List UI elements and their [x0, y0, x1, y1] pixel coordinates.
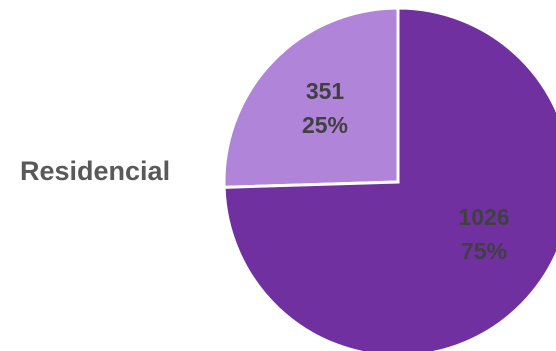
pie-slice-0 — [222, 6, 400, 189]
slice-percent-label-0: 25% — [302, 112, 348, 138]
pie-slice-1 — [222, 6, 556, 351]
slice-value-label-0: 351 — [306, 78, 345, 104]
slice-percent-label-1: 75% — [461, 238, 507, 264]
slice-value-label-1: 1026 — [458, 204, 509, 230]
category-label: Residencial — [20, 156, 171, 186]
